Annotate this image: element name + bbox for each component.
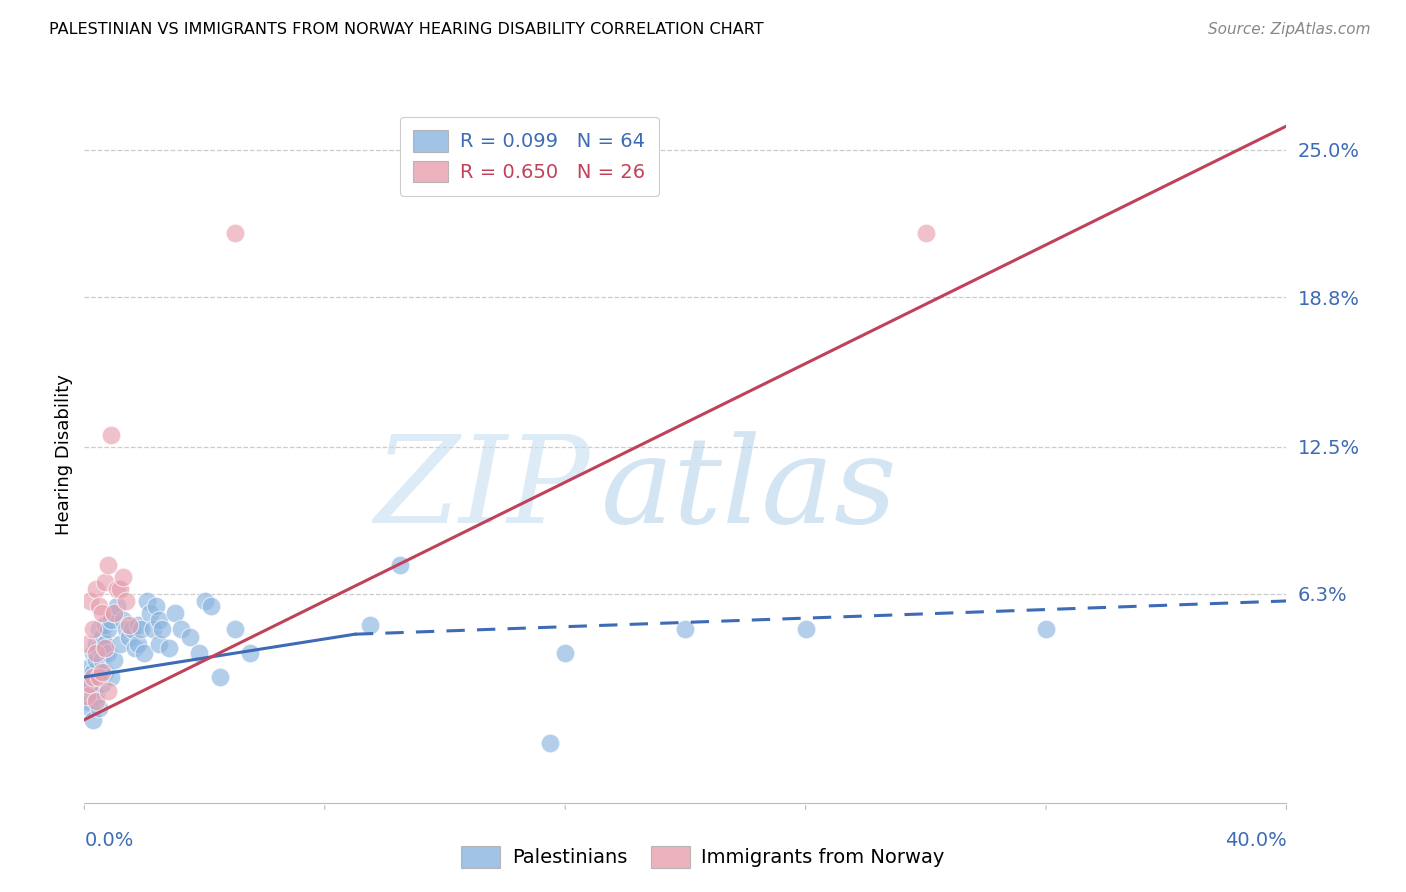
Point xyxy=(157,641,180,656)
Point xyxy=(76,670,98,684)
Point xyxy=(915,226,938,240)
Point xyxy=(89,701,111,715)
Point xyxy=(200,599,222,613)
Point xyxy=(148,637,170,651)
Point xyxy=(127,617,149,632)
Point xyxy=(89,641,111,656)
Point xyxy=(97,684,120,698)
Legend: R = 0.099   N = 64, R = 0.650   N = 26: R = 0.099 N = 64, R = 0.650 N = 26 xyxy=(399,117,658,196)
Point xyxy=(94,617,117,632)
Legend: Palestinians, Immigrants from Norway: Palestinians, Immigrants from Norway xyxy=(451,836,955,878)
Point xyxy=(124,641,146,656)
Point xyxy=(127,637,149,651)
Point xyxy=(91,677,114,691)
Point xyxy=(359,617,381,632)
Point xyxy=(118,617,141,632)
Point xyxy=(675,623,697,637)
Point xyxy=(121,623,143,637)
Point xyxy=(794,623,817,637)
Point xyxy=(145,599,167,613)
Point xyxy=(148,613,170,627)
Point xyxy=(115,623,138,637)
Point xyxy=(86,694,108,708)
Point xyxy=(100,427,122,442)
Point xyxy=(1035,623,1057,637)
Text: 0.0%: 0.0% xyxy=(84,831,134,850)
Point xyxy=(208,670,231,684)
Point xyxy=(97,646,120,660)
Point xyxy=(89,623,111,637)
Point xyxy=(110,637,132,651)
Point xyxy=(89,670,111,684)
Point xyxy=(94,665,117,680)
Point xyxy=(91,606,114,620)
Point xyxy=(239,646,262,660)
Point xyxy=(86,637,108,651)
Point xyxy=(76,684,98,698)
Point xyxy=(82,713,104,727)
Point xyxy=(134,646,156,660)
Point xyxy=(86,689,108,703)
Point xyxy=(100,613,122,627)
Point xyxy=(82,623,104,637)
Point xyxy=(179,630,201,644)
Point xyxy=(82,646,104,660)
Y-axis label: Hearing Disability: Hearing Disability xyxy=(55,375,73,535)
Point xyxy=(115,594,138,608)
Point xyxy=(224,623,246,637)
Point xyxy=(89,670,111,684)
Text: atlas: atlas xyxy=(602,431,898,549)
Point xyxy=(86,582,108,596)
Point xyxy=(79,701,101,715)
Point xyxy=(86,653,108,667)
Point xyxy=(103,606,125,620)
Point xyxy=(97,558,120,573)
Point xyxy=(136,594,159,608)
Point xyxy=(103,606,125,620)
Point xyxy=(112,570,135,584)
Point xyxy=(112,613,135,627)
Text: PALESTINIAN VS IMMIGRANTS FROM NORWAY HEARING DISABILITY CORRELATION CHART: PALESTINIAN VS IMMIGRANTS FROM NORWAY HE… xyxy=(49,22,763,37)
Point xyxy=(194,594,217,608)
Text: 40.0%: 40.0% xyxy=(1225,831,1286,850)
Point xyxy=(388,558,411,573)
Point xyxy=(91,630,114,644)
Point xyxy=(187,646,209,660)
Point xyxy=(91,665,114,680)
Point xyxy=(110,582,132,596)
Point xyxy=(86,646,108,660)
Point xyxy=(91,653,114,667)
Point xyxy=(89,599,111,613)
Point xyxy=(103,653,125,667)
Point xyxy=(538,736,561,750)
Point xyxy=(79,594,101,608)
Text: Source: ZipAtlas.com: Source: ZipAtlas.com xyxy=(1208,22,1371,37)
Point xyxy=(142,623,165,637)
Point xyxy=(224,226,246,240)
Point xyxy=(107,582,129,596)
Point xyxy=(76,637,98,651)
Point xyxy=(97,623,120,637)
Point xyxy=(139,606,162,620)
Point xyxy=(94,574,117,589)
Point xyxy=(152,623,174,637)
Point xyxy=(554,646,576,660)
Point xyxy=(100,670,122,684)
Point xyxy=(79,660,101,674)
Point xyxy=(79,677,101,691)
Point xyxy=(76,689,98,703)
Point xyxy=(76,694,98,708)
Point xyxy=(82,684,104,698)
Point xyxy=(94,641,117,656)
Point xyxy=(118,630,141,644)
Point xyxy=(169,623,191,637)
Text: ZIP: ZIP xyxy=(374,431,589,549)
Point xyxy=(131,623,153,637)
Point xyxy=(82,665,104,680)
Point xyxy=(163,606,186,620)
Point xyxy=(107,599,129,613)
Point xyxy=(79,677,101,691)
Point xyxy=(94,637,117,651)
Point xyxy=(82,670,104,684)
